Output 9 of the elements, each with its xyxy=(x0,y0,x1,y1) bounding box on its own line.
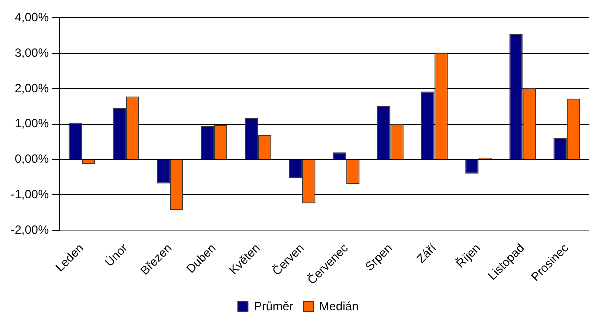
y-tick-label: -2,00% xyxy=(10,222,50,237)
y-tick-label: 1,00% xyxy=(14,116,50,131)
y-tick-label: 2,00% xyxy=(14,81,50,96)
y-tick-label: 0,00% xyxy=(14,152,50,166)
y-tick-label: 3,00% xyxy=(14,46,50,60)
y-tick-label: 4,00% xyxy=(14,10,50,25)
legend-label: Medián xyxy=(319,299,359,314)
y-tick-label: -1,00% xyxy=(10,187,50,202)
legend-label: Průměr xyxy=(254,299,294,314)
